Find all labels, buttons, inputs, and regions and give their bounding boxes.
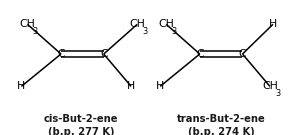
Text: C: C	[100, 49, 108, 59]
Text: 3: 3	[275, 89, 280, 98]
Text: H: H	[156, 81, 164, 91]
Text: cis-But-2-ene: cis-But-2-ene	[44, 114, 118, 124]
Text: trans-But-2-ene: trans-But-2-ene	[177, 114, 265, 124]
Text: C: C	[239, 49, 246, 59]
Text: CH: CH	[20, 19, 35, 29]
Text: C: C	[57, 49, 65, 59]
Text: (b.p. 274 K): (b.p. 274 K)	[188, 127, 254, 135]
Text: H: H	[127, 81, 135, 91]
Text: (b.p. 277 K): (b.p. 277 K)	[48, 127, 114, 135]
Text: 3: 3	[171, 27, 176, 36]
Text: C: C	[196, 49, 204, 59]
Text: CH: CH	[158, 19, 174, 29]
Text: CH: CH	[262, 81, 278, 91]
Text: CH: CH	[129, 19, 145, 29]
Text: 3: 3	[33, 27, 38, 36]
Text: 3: 3	[142, 27, 147, 36]
Text: H: H	[269, 19, 277, 29]
Text: H: H	[17, 81, 26, 91]
